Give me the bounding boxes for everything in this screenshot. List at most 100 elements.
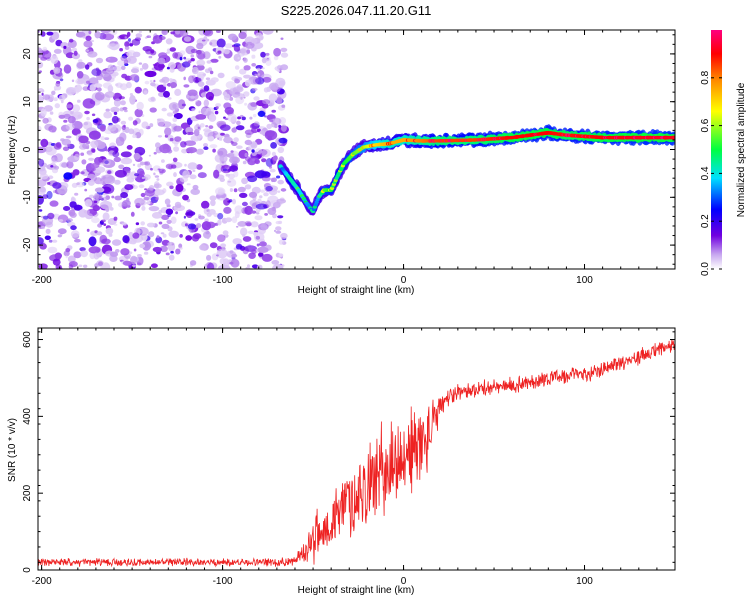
noise-blob [126,145,133,150]
noise-blob [67,255,76,263]
noise-blob [148,55,153,59]
snr-ticks: -200 -100 0 100 0 200 400 600 [22,328,676,587]
noise-blob [150,82,156,86]
noise-blob [234,78,241,84]
noise-blob [184,140,196,146]
noise-blob [90,40,95,42]
noise-blob [156,178,160,181]
noise-blob [206,221,216,229]
noise-blob [54,103,60,109]
noise-blob [162,188,167,194]
noise-blob [244,129,254,135]
noise-blob [51,90,56,96]
noise-blob [277,146,285,154]
noise-blob [53,97,58,102]
noise-blob [220,132,225,136]
noise-blob [69,212,77,218]
noise-blob [209,42,213,46]
colorbar-tick-label: 0.4 [700,166,711,180]
noise-blob [72,169,80,176]
noise-blob [76,71,84,79]
noise-blob [229,96,234,101]
noise-blob [135,33,143,38]
noise-blob [235,243,243,250]
noise-blob [157,118,166,127]
noise-blob [166,219,172,224]
noise-blob [43,215,49,220]
noise-blob [244,102,248,106]
noise-blob [78,135,89,144]
noise-blob [91,217,100,224]
noise-blob [109,30,118,36]
noise-blob [183,36,192,42]
noise-blob [201,200,210,209]
noise-blob [38,47,43,56]
noise-blob [237,221,247,227]
noise-blob [173,125,183,132]
noise-blob [102,158,110,165]
noise-blob [144,188,148,191]
noise-blob [85,213,94,220]
noise-blob [168,102,180,111]
noise-blob [235,125,245,131]
noise-blob [212,148,216,153]
noise-blob [142,46,152,52]
colorbar-tick-label: 0.2 [700,214,711,228]
noise-blob [244,184,252,190]
noise-blob [166,204,171,208]
noise-blob [272,177,277,183]
noise-blob [265,58,272,66]
noise-blob [55,81,61,87]
noise-blob [40,108,47,117]
noise-blob [170,250,174,254]
noise-blob [198,110,201,114]
noise-blob [132,163,136,167]
noise-blob [94,263,99,268]
y-tick-label: -10 [22,190,33,205]
noise-blob [220,124,231,131]
noise-blob [251,149,255,153]
noise-blob [113,98,121,107]
noise-blob [109,255,118,262]
noise-blob [197,172,207,179]
noise-blob [168,254,175,261]
noise-blob [120,55,128,62]
noise-blob [261,176,271,182]
noise-blob [85,35,92,41]
noise-blob [217,234,226,242]
noise-blob [220,243,227,248]
noise-blob [222,230,229,236]
noise-blob [237,57,240,60]
noise-blob [198,215,205,220]
noise-blob [281,237,284,240]
noise-blob [251,63,257,67]
noise-blob [187,162,198,170]
noise-blob [244,139,252,146]
noise-blob [65,86,76,96]
noise-blob [124,46,130,50]
noise-blob [261,67,265,70]
noise-blob [125,81,132,89]
noise-blob [224,106,234,115]
noise-blob [209,195,217,201]
noise-blob [124,109,128,113]
noise-blob [70,196,75,203]
noise-blob [186,147,198,154]
noise-blob [234,65,240,70]
noise-blob [148,35,151,39]
noise-blob [61,162,68,168]
noise-blob [111,115,119,124]
noise-blob [242,233,246,238]
noise-blob [98,261,103,267]
noise-blob [203,128,211,133]
noise-blob [76,61,86,69]
noise-blob [243,91,250,97]
noise-blob [230,140,234,144]
noise-blob [100,200,113,210]
noise-blob [234,205,243,215]
noise-blob [242,160,247,165]
noise-blob [161,30,168,36]
noise-blob [120,248,130,256]
noise-blob [169,137,174,142]
noise-blob [134,108,143,118]
